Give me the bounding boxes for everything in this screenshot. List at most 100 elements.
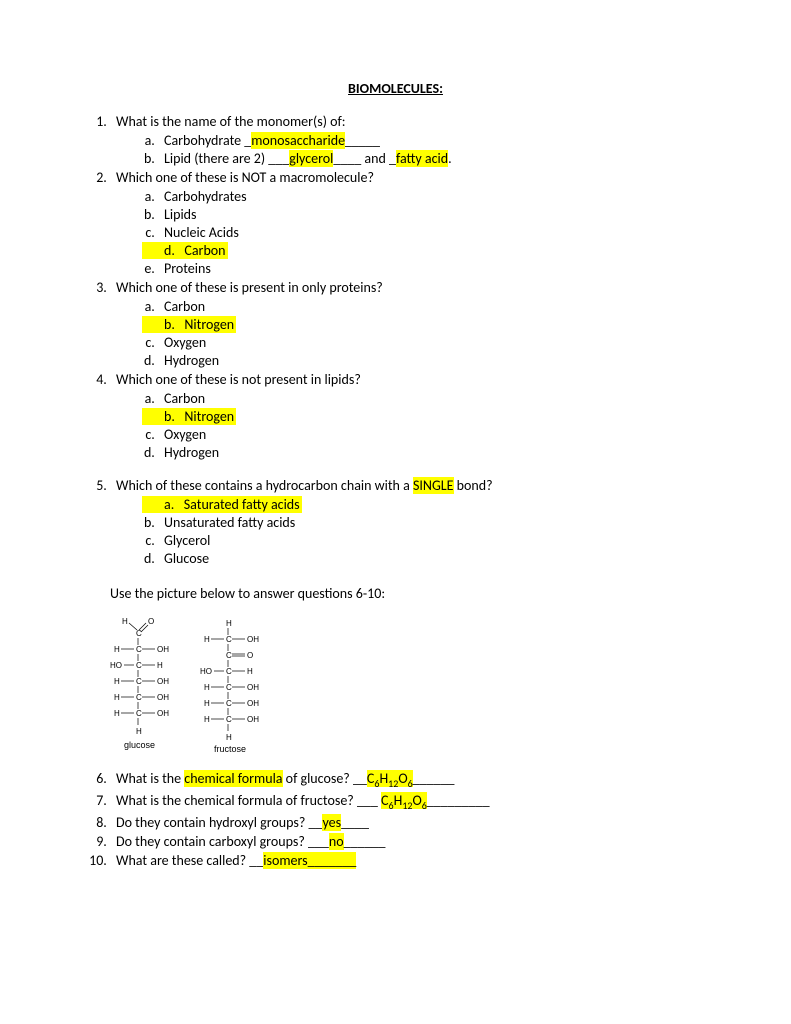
svg-text:H: H: [204, 699, 210, 708]
question-5: Which of these contains a hydrocarbon ch…: [110, 477, 721, 567]
question-6: What is the chemical formula of glucose?…: [110, 770, 721, 790]
q4d-text: Hydrogen: [164, 444, 219, 461]
q3-option-c: Oxygen: [158, 334, 721, 351]
svg-text:OH: OH: [157, 645, 169, 654]
svg-text:H: H: [136, 727, 142, 736]
q2-option-d: d. Carbon: [158, 242, 721, 259]
q2-option-b: Lipids: [158, 206, 721, 223]
q4a-text: Carbon: [164, 390, 205, 407]
q3-options: Carbon b. Nitrogen Oxygen Hydrogen: [116, 298, 721, 369]
q2-option-c: Nucleic Acids: [158, 224, 721, 241]
svg-text:C: C: [226, 651, 232, 660]
q3b-highlight: b. Nitrogen: [142, 316, 236, 333]
q4-text: Which one of these is not present in lip…: [116, 371, 361, 388]
question-1: What is the name of the monomer(s) of: C…: [110, 113, 721, 167]
svg-text:H: H: [122, 617, 128, 626]
q4b-text: Nitrogen: [184, 408, 234, 425]
q3a-text: Carbon: [164, 298, 205, 315]
q1b-pre: Lipid (there are 2) ___: [164, 150, 289, 167]
q7-text: What is the chemical formula of fructose…: [116, 792, 381, 809]
svg-text:C: C: [136, 661, 142, 670]
q5b-text: Unsaturated fatty acids: [164, 514, 295, 531]
q7-post: _________: [427, 792, 490, 809]
q5-option-d: Glucose: [158, 550, 721, 567]
q4-option-a: Carbon: [158, 390, 721, 407]
svg-text:C: C: [136, 645, 142, 654]
q2e-text: Proteins: [164, 260, 211, 277]
q6-hl1: chemical formula: [184, 770, 282, 787]
q2c-text: Nucleic Acids: [164, 224, 239, 241]
q1-option-b: Lipid (there are 2) ___glycerol____ and …: [158, 150, 721, 167]
svg-text:C: C: [226, 699, 232, 708]
molecule-diagram: H O C HCOH HOCH HCOH HCOH HCOH H glucose…: [110, 612, 721, 762]
q4-options: Carbon b. Nitrogen Oxygen Hydrogen: [116, 390, 721, 461]
q5a-text: Saturated fatty acids: [184, 496, 300, 513]
q2-option-a: Carbohydrates: [158, 188, 721, 205]
svg-text:OH: OH: [157, 693, 169, 702]
svg-text:C: C: [226, 683, 232, 692]
question-9: Do they contain carboxyl groups? ___no__…: [110, 833, 721, 850]
svg-text:OH: OH: [247, 635, 259, 644]
q9-text: Do they contain carboxyl groups? ___: [116, 833, 329, 850]
q9-post: ______: [344, 833, 386, 850]
svg-text:H: H: [226, 619, 232, 628]
q10-post: _______: [308, 852, 357, 869]
svg-text:OH: OH: [157, 677, 169, 686]
q1a-post: _____: [345, 132, 380, 149]
svg-text:C: C: [136, 709, 142, 718]
q5-options: a. Saturated fatty acids Unsaturated fat…: [116, 496, 721, 567]
q3-option-a: Carbon: [158, 298, 721, 315]
svg-text:C: C: [226, 667, 232, 676]
svg-text:OH: OH: [247, 683, 259, 692]
fructose-label: fructose: [214, 744, 246, 754]
q1b-answer1: glycerol: [289, 150, 333, 167]
svg-text:O: O: [247, 651, 253, 660]
q5-option-a: a. Saturated fatty acids: [158, 496, 721, 513]
question-10: What are these called? __isomers_______: [110, 852, 721, 869]
svg-text:O: O: [148, 617, 154, 626]
q9-answer: no: [329, 833, 344, 850]
svg-text:C: C: [136, 677, 142, 686]
svg-text:H: H: [204, 683, 210, 692]
q5-single: SINGLE: [413, 477, 454, 494]
q6-mid: of glucose? __: [283, 770, 367, 787]
q4c-text: Oxygen: [164, 426, 206, 443]
svg-text:C: C: [136, 629, 142, 638]
question-7: What is the chemical formula of fructose…: [110, 792, 721, 812]
q3b-text: Nitrogen: [184, 316, 234, 333]
instruction-text: Use the picture below to answer question…: [110, 585, 721, 602]
q6-post: ______: [413, 770, 455, 787]
svg-text:H: H: [157, 661, 163, 670]
question-3: Which one of these is present in only pr…: [110, 279, 721, 369]
q1-text: What is the name of the monomer(s) of:: [116, 113, 346, 130]
q2-option-e: Proteins: [158, 260, 721, 277]
q3-option-b: b. Nitrogen: [158, 316, 721, 333]
svg-text:H: H: [247, 667, 253, 676]
q8-answer: yes: [322, 814, 341, 831]
q2b-text: Lipids: [164, 206, 197, 223]
svg-text:HO: HO: [200, 667, 212, 676]
question-list-5: Which of these contains a hydrocarbon ch…: [70, 477, 721, 567]
q3-option-d: Hydrogen: [158, 352, 721, 369]
question-4: Which one of these is not present in lip…: [110, 371, 721, 461]
q1a-answer: monosaccharide: [251, 132, 345, 149]
q5d-text: Glucose: [164, 550, 209, 567]
q6-answer: C6H12O6: [367, 770, 413, 787]
q1a-pre: Carbohydrate _: [164, 132, 251, 149]
svg-text:H: H: [226, 733, 232, 742]
question-2: Which one of these is NOT a macromolecul…: [110, 169, 721, 277]
q3c-text: Oxygen: [164, 334, 206, 351]
q10-text: What are these called? __: [116, 852, 263, 869]
q7-answer: C6H12O6: [381, 792, 427, 809]
svg-text:C: C: [226, 715, 232, 724]
q5a-highlight: a. Saturated fatty acids: [142, 496, 302, 513]
svg-text:H: H: [204, 635, 210, 644]
q5-post: bond?: [454, 477, 493, 494]
q1b-mid: ____ and _: [333, 150, 396, 167]
glucose-label: glucose: [124, 740, 155, 750]
q5-pre: Which of these contains a hydrocarbon ch…: [116, 477, 413, 494]
svg-text:C: C: [136, 693, 142, 702]
svg-text:C: C: [226, 635, 232, 644]
q2d-highlight: d. Carbon: [142, 242, 228, 259]
q5-option-b: Unsaturated fatty acids: [158, 514, 721, 531]
